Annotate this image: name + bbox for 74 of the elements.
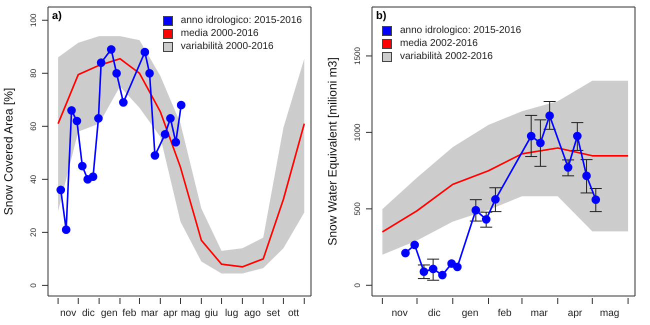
point	[112, 68, 121, 78]
point	[72, 116, 82, 126]
y-tick-label: 40	[29, 174, 38, 184]
x-tick-label: ago	[244, 308, 262, 319]
x-tick-label: dic	[428, 308, 441, 319]
y-tick-label: 1500	[353, 46, 362, 65]
y-tick-label: 1000	[353, 122, 362, 142]
point	[140, 48, 150, 56]
y-tick-label: 80	[29, 68, 38, 78]
point	[67, 106, 76, 115]
x-tick-label: feb	[498, 308, 512, 319]
x-tick-label: lug	[224, 308, 238, 319]
point	[428, 264, 438, 274]
point	[526, 132, 536, 140]
point	[573, 132, 582, 140]
x-tick-label: dic	[82, 308, 95, 319]
point	[106, 45, 116, 54]
point	[166, 114, 175, 123]
x-tick-label: nov	[60, 308, 76, 319]
legend-label: media 2000-2016	[180, 28, 259, 39]
x-tick-label: mag	[180, 308, 200, 319]
chart-title: a)	[52, 10, 62, 22]
point	[56, 186, 66, 194]
point	[582, 172, 591, 180]
y-axis-title: Snow Water Equivalent [milioni m3]	[325, 57, 340, 246]
x-tick-label: mag	[600, 308, 620, 319]
point	[491, 195, 500, 204]
y-tick-label: 0	[353, 282, 362, 288]
x-tick-label: feb	[122, 308, 137, 319]
point	[62, 225, 70, 234]
y-tick-label: 0	[29, 282, 38, 288]
point	[410, 240, 419, 250]
x-tick-label: giu	[204, 308, 218, 319]
line-series	[382, 147, 629, 233]
point	[472, 206, 480, 215]
point	[119, 98, 128, 107]
y-axis-title: Snow Covered Area [%]	[1, 88, 16, 216]
point	[591, 195, 600, 204]
y-tick-label: 100	[29, 13, 38, 27]
point	[482, 215, 490, 224]
point	[88, 172, 98, 181]
legend-label: variabilità 2002-2016	[400, 51, 493, 62]
x-tick-label: gen	[462, 308, 478, 319]
x-tick-label: apr	[568, 308, 583, 319]
x-tick-label: set	[266, 308, 280, 319]
x-tick-label: nov	[392, 308, 408, 319]
x-tick-label: apr	[163, 308, 178, 319]
x-tick-label: gen	[100, 308, 118, 319]
point	[438, 270, 447, 280]
y-tick-label: 60	[29, 121, 38, 131]
point	[172, 138, 180, 147]
point	[453, 262, 462, 272]
point	[176, 100, 186, 110]
point	[536, 138, 545, 148]
point	[145, 68, 154, 78]
point	[401, 248, 410, 258]
x-tick-label: mar	[530, 308, 549, 319]
point	[545, 111, 554, 120]
point	[420, 267, 428, 276]
chart-title: b)	[376, 10, 386, 22]
point	[160, 130, 170, 139]
legend-label: variabilità 2000-2016	[180, 41, 274, 52]
point	[564, 163, 572, 172]
x-tick-label: mar	[140, 308, 159, 319]
point	[96, 58, 106, 67]
x-tick-label: ott	[288, 308, 300, 319]
point	[94, 114, 103, 123]
legend-label: anno idrologico: 2015-2016	[180, 15, 302, 26]
y-tick-label: 20	[29, 227, 38, 237]
legend-label: anno idrologico: 2015-2016	[400, 25, 522, 36]
y-tick-label: 500	[353, 202, 362, 216]
point	[78, 162, 87, 170]
legend-label: media 2002-2016	[400, 38, 478, 49]
point	[150, 151, 160, 160]
